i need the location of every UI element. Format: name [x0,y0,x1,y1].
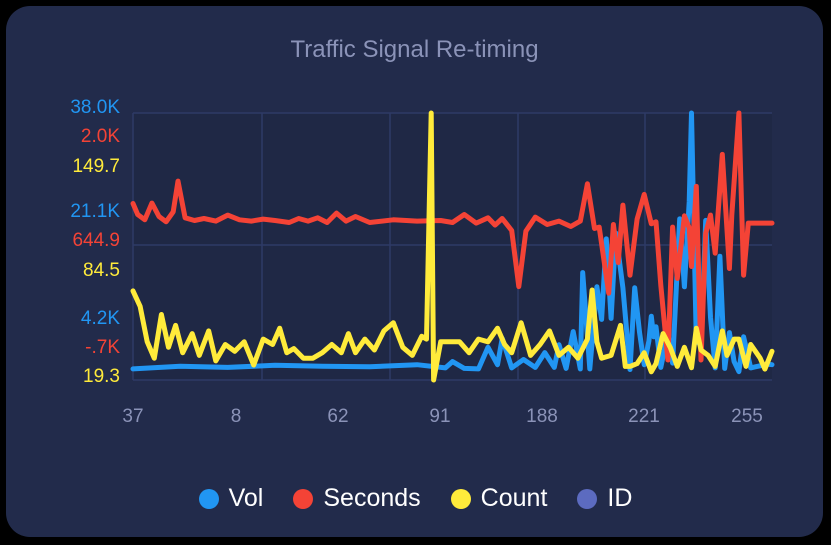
y-tick-label-count-1: 84.5 [83,260,120,281]
series-line-seconds [130,110,775,363]
legend-item-seconds[interactable]: Seconds [293,484,421,513]
y-tick-label-vol-2: 38.0K [70,97,120,118]
y-tick-label-vol-0: 4.2K [81,308,120,329]
x-tick-label-0: 37 [122,406,143,427]
series-line-vol [130,110,775,375]
series-line-count [130,110,775,383]
legend-item-id[interactable]: ID [577,484,632,513]
legend-marker-id [577,488,598,509]
y-tick-label-vol-1: 21.1K [70,201,120,222]
legend-marker-count [450,488,471,509]
y-tick-label-seconds-2: 2.0K [81,126,120,147]
chart-legend: Vol Seconds Count ID [0,484,831,513]
legend-marker-vol [198,488,219,509]
legend-item-vol[interactable]: Vol [198,484,264,513]
y-tick-label-seconds-0: -.7K [85,337,120,358]
legend-item-count[interactable]: Count [450,484,548,513]
legend-label-seconds: Seconds [323,484,421,512]
chart-title: Traffic Signal Re-timing [290,36,539,63]
x-tick-label-5: 221 [628,406,660,427]
legend-label-id: ID [607,484,633,512]
x-tick-label-4: 188 [526,406,558,427]
y-tick-label-count-2: 149.7 [72,156,120,177]
legend-label-count: Count [480,484,548,512]
legend-marker-seconds [293,488,314,509]
x-tick-label-1: 8 [231,406,242,427]
x-tick-label-2: 62 [327,406,348,427]
x-tick-label-3: 91 [429,406,450,427]
y-tick-label-count-0: 19.3 [83,366,120,387]
y-tick-label-seconds-1: 644.9 [72,230,120,251]
legend-label-vol: Vol [228,484,264,512]
x-tick-label-6: 255 [731,406,763,427]
